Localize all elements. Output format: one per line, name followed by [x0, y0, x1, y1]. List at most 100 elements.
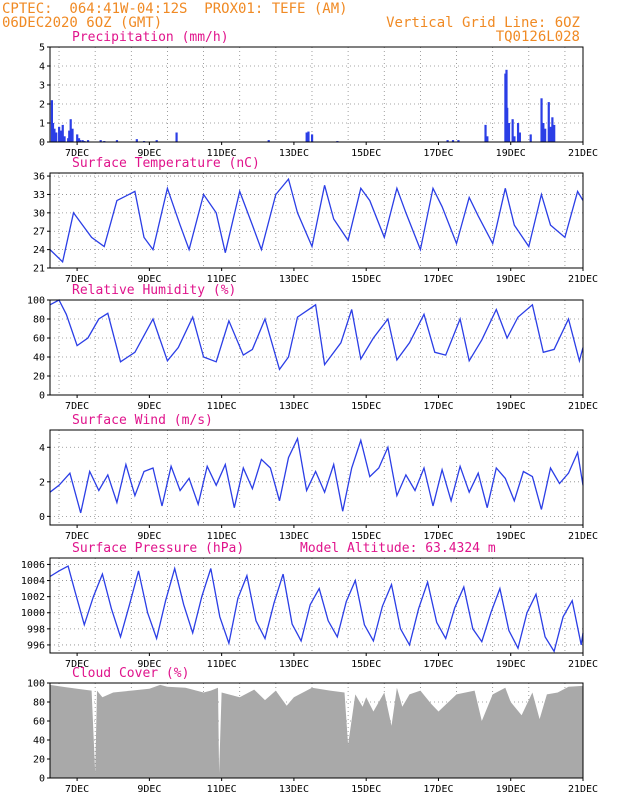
- humidity-xtick-label: 7DEC: [65, 401, 89, 412]
- precipitation-bar: [446, 140, 449, 142]
- wind-ytick-label: 2: [39, 477, 45, 488]
- pressure-xtick-label: 7DEC: [65, 659, 89, 670]
- precipitation-bar: [50, 100, 54, 142]
- pressure-xtick-label: 11DEC: [207, 659, 237, 670]
- cloud-cover-xtick-label: 11DEC: [207, 784, 237, 795]
- temperature-line: [49, 177, 584, 264]
- precipitation-frame: [49, 46, 584, 143]
- precipitation-bar: [551, 117, 554, 142]
- precipitation-bar: [76, 134, 79, 142]
- precipitation-bar: [55, 132, 58, 142]
- humidity-xtick-label: 17DEC: [423, 401, 453, 412]
- humidity-ytick-label: 60: [33, 334, 45, 345]
- precipitation-title: Precipitation (mm/h): [72, 30, 229, 45]
- precipitation-bar: [486, 136, 489, 142]
- temperature-ytick-label: 36: [33, 172, 45, 183]
- precipitation-bar: [507, 123, 511, 142]
- temperature-xtick-label: 11DEC: [207, 274, 237, 285]
- temperature-ytick-label: 21: [33, 264, 45, 275]
- precipitation-bar: [78, 140, 82, 142]
- wind-frame: [49, 429, 584, 526]
- precipitation-bar: [135, 139, 138, 142]
- temperature-ytick-label: 30: [33, 208, 45, 219]
- precipitation-bar: [540, 98, 543, 142]
- humidity-ytick-label: 80: [33, 315, 45, 326]
- temperature-xtick-label: 19DEC: [496, 274, 526, 285]
- cloud-cover-xtick-label: 9DEC: [137, 784, 161, 795]
- header-model: TQ0126L028: [495, 29, 580, 45]
- pressure-line: [49, 565, 584, 654]
- temperature-panel: 21 24 27 30 33 36 7DEC 9DEC 11DEC 13DEC 15DEC 17DEC…: [33, 156, 598, 285]
- pressure-xtick-label: 9DEC: [137, 659, 161, 670]
- precipitation-bar: [307, 131, 310, 142]
- precipitation-ytick-label: 0: [39, 138, 45, 149]
- humidity-frame: [49, 299, 584, 396]
- precipitation-panel: 0 1 2 3 4 5 7DEC 9DEC 11DEC 13DEC 15DEC 17DEC 19DEC 2…: [39, 30, 598, 159]
- wind-xtick-label: 13DEC: [279, 531, 309, 542]
- wind-xtick-label: 19DEC: [496, 531, 526, 542]
- wind-xtick-label: 17DEC: [423, 531, 453, 542]
- wind-xtick-label: 11DEC: [207, 531, 237, 542]
- wind-xtick-label: 21DEC: [568, 531, 598, 542]
- precipitation-xtick-label: 7DEC: [65, 148, 89, 159]
- precipitation-bar: [81, 140, 84, 142]
- precipitation-ytick-label: 2: [39, 100, 45, 111]
- cloud-cover-xtick-label: 19DEC: [496, 784, 526, 795]
- humidity-title: Relative Humidity (%): [72, 283, 236, 298]
- precipitation-bar: [305, 132, 308, 142]
- precipitation-bar: [553, 124, 556, 142]
- precipitation-bar: [71, 128, 74, 142]
- cloud-cover-xtick-label: 17DEC: [423, 784, 453, 795]
- precipitation-bar: [155, 140, 158, 142]
- humidity-xtick-label: 9DEC: [137, 401, 161, 412]
- pressure-subtitle: Model Altitude: 63.4324 m: [300, 541, 496, 556]
- pressure-xtick-label: 19DEC: [496, 659, 526, 670]
- precipitation-bar: [59, 130, 63, 142]
- precipitation-xtick-label: 9DEC: [137, 148, 161, 159]
- precipitation-xtick-label: 19DEC: [496, 148, 526, 159]
- precipitation-bar: [529, 134, 532, 142]
- wind-ytick-label: 0: [39, 512, 45, 523]
- precipitation-bar: [61, 124, 64, 142]
- header-location: CPTEC: 064:41W-04:12S PROX01: TEFE (AM): [2, 1, 348, 17]
- humidity-xtick-label: 21DEC: [568, 401, 598, 412]
- temperature-title: Surface Temperature (nC): [72, 156, 260, 171]
- pressure-ytick-label: 996: [27, 640, 45, 651]
- pressure-ytick-label: 998: [27, 624, 45, 635]
- wind-panel: 0 2 4 7DEC 9DEC 11DEC 13DEC 15DEC 17DEC 19DEC 21DE…: [39, 413, 598, 542]
- humidity-xtick-label: 11DEC: [207, 401, 237, 412]
- precipitation-xtick-label: 13DEC: [279, 148, 309, 159]
- cloud-cover-ytick-label: 0: [39, 774, 45, 785]
- precipitation-ytick-label: 4: [39, 62, 45, 73]
- cloud-cover-ytick-label: 100: [27, 679, 45, 690]
- precipitation-bar: [58, 126, 61, 142]
- humidity-ytick-label: 20: [33, 372, 45, 383]
- precipitation-bar: [511, 119, 514, 142]
- precipitation-ytick-label: 1: [39, 119, 45, 130]
- pressure-xtick-label: 13DEC: [279, 659, 309, 670]
- pressure-panel: 996 998 1000 1002 1004 1006 7DEC 9DEC 11DEC 13DEC…: [21, 541, 598, 670]
- wind-xtick-label: 7DEC: [65, 531, 89, 542]
- temperature-ytick-label: 33: [33, 190, 45, 201]
- precipitation-bar: [68, 130, 71, 142]
- precipitation-xtick-label: 11DEC: [207, 148, 237, 159]
- humidity-line: [49, 299, 584, 371]
- humidity-xtick-label: 15DEC: [351, 401, 381, 412]
- pressure-ytick-label: 1000: [21, 608, 45, 619]
- cloud-cover-ytick-label: 60: [33, 717, 45, 728]
- precipitation-bar: [544, 128, 547, 142]
- precipitation-bar: [267, 140, 270, 142]
- cloud-cover-panel: 0 20 40 60 80 100 7DEC 9DEC 11DEC 13DEC 15DEC 17DEC…: [27, 666, 598, 795]
- temperature-xtick-label: 9DEC: [137, 274, 161, 285]
- precipitation-bar: [175, 132, 178, 142]
- precipitation-bar: [549, 126, 552, 142]
- precipitation-xtick-label: 15DEC: [351, 148, 381, 159]
- humidity-ytick-label: 40: [33, 353, 45, 364]
- wind-line: [49, 436, 584, 514]
- temperature-xtick-label: 7DEC: [65, 274, 89, 285]
- precipitation-bar: [115, 140, 119, 142]
- wind-xtick-label: 9DEC: [137, 531, 161, 542]
- temperature-ytick-label: 27: [33, 227, 45, 238]
